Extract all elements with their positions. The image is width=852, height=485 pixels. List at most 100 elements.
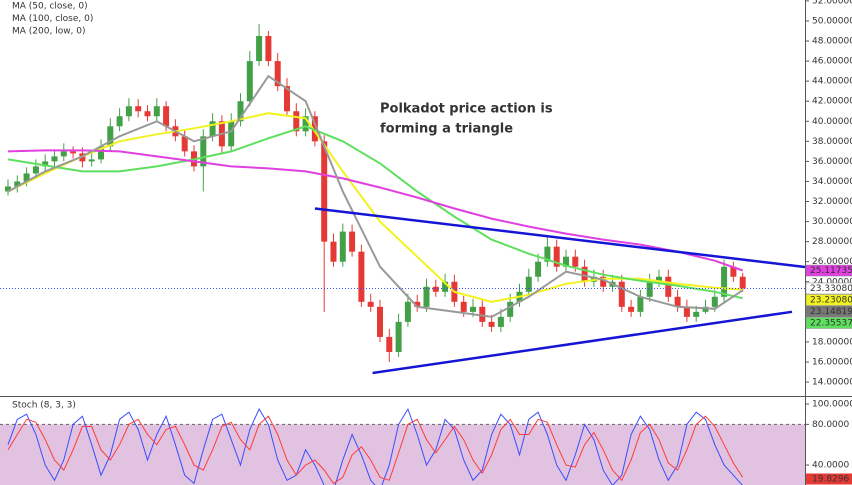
candle-body bbox=[572, 256, 579, 267]
y-tick-label: 100.0000 bbox=[812, 400, 852, 410]
candle-body bbox=[469, 306, 476, 312]
candle-body bbox=[376, 306, 383, 337]
candle-body bbox=[209, 121, 216, 137]
candle-body bbox=[553, 246, 560, 267]
candle-body bbox=[339, 231, 346, 262]
price-badge bbox=[805, 317, 852, 329]
candle-body bbox=[432, 286, 439, 292]
candle-body bbox=[330, 241, 337, 262]
candle-body bbox=[525, 276, 532, 292]
candle-body bbox=[181, 136, 188, 152]
candle-body bbox=[507, 301, 514, 317]
price-badge bbox=[805, 294, 852, 306]
candle-body bbox=[386, 336, 393, 352]
price-badge-label: 23.33080 bbox=[810, 284, 852, 294]
trend-line bbox=[314, 207, 806, 269]
candle-body bbox=[51, 156, 58, 162]
y-tick-label: 50.00000 bbox=[812, 16, 852, 26]
candle-body bbox=[293, 111, 300, 132]
candle-body bbox=[711, 296, 718, 307]
y-tick-label: 24.00000 bbox=[812, 277, 852, 287]
price-badge-label: 22.35537 bbox=[810, 318, 852, 328]
candle-body bbox=[730, 266, 737, 277]
candle-body bbox=[246, 61, 253, 102]
candle-body bbox=[581, 266, 588, 282]
candle-body bbox=[23, 173, 30, 182]
candle-body bbox=[349, 231, 356, 252]
candle-body bbox=[14, 181, 21, 187]
stoch-line bbox=[7, 407, 743, 485]
candle-body bbox=[88, 159, 95, 162]
candle-body bbox=[693, 311, 700, 317]
candle-body bbox=[395, 321, 402, 352]
candle-body bbox=[4, 186, 11, 192]
moving-average-line bbox=[7, 149, 744, 272]
candle-body bbox=[311, 116, 318, 142]
candle-body bbox=[544, 246, 551, 262]
price-badge bbox=[805, 264, 852, 277]
candle-body bbox=[32, 166, 39, 174]
y-tick-label: 42.00000 bbox=[812, 97, 852, 107]
candle-body bbox=[200, 136, 207, 167]
y-tick-label: 40.00000 bbox=[812, 117, 852, 127]
price-badge-label: 25.11735 bbox=[810, 266, 852, 276]
legend-entry: MA (100, close, 0) bbox=[12, 14, 93, 24]
candle-body bbox=[404, 301, 411, 322]
candle-body bbox=[414, 301, 421, 307]
candle-body bbox=[618, 281, 625, 307]
candle-body bbox=[442, 281, 449, 292]
candle-body bbox=[107, 126, 114, 147]
candle-body bbox=[116, 116, 123, 127]
candle-body bbox=[600, 276, 607, 287]
candle-body bbox=[163, 106, 170, 127]
annotation: Polkadot price action is bbox=[380, 102, 553, 117]
candle-body bbox=[135, 106, 142, 112]
y-tick-label: 26.00000 bbox=[812, 257, 852, 267]
candle-body bbox=[562, 256, 569, 267]
candle-body bbox=[283, 86, 290, 112]
candle-body bbox=[423, 286, 430, 307]
candle-body bbox=[358, 251, 365, 302]
candle-body bbox=[460, 301, 467, 312]
candle-body bbox=[646, 281, 653, 297]
y-tick-label: 80.0000 bbox=[812, 420, 849, 430]
stoch-badge bbox=[806, 473, 852, 485]
candle-body bbox=[70, 151, 77, 154]
candle-body bbox=[153, 106, 160, 117]
candle-body bbox=[655, 276, 662, 282]
y-tick-label: 32.00000 bbox=[812, 197, 852, 207]
price-badge bbox=[805, 282, 852, 295]
moving-average-line bbox=[7, 125, 743, 300]
candle-body bbox=[265, 36, 272, 62]
y-tick-label: 46.00000 bbox=[812, 57, 852, 67]
y-tick-label: 40.0000 bbox=[812, 461, 849, 471]
candle-body bbox=[721, 266, 728, 297]
y-tick-label: 36.00000 bbox=[812, 157, 852, 167]
candle-body bbox=[665, 276, 672, 297]
candle-body bbox=[683, 306, 690, 317]
candle-body bbox=[274, 61, 281, 87]
candle-body bbox=[637, 296, 644, 312]
stoch-badge-label: 19.8296 bbox=[812, 475, 849, 485]
candle-body bbox=[302, 116, 309, 132]
candle-body bbox=[228, 121, 235, 147]
annotation: forming a triangle bbox=[380, 122, 513, 137]
candle-body bbox=[739, 276, 746, 289]
candle-body bbox=[125, 106, 132, 117]
y-tick-label: 52.00000 bbox=[812, 0, 852, 6]
candle-body bbox=[497, 316, 504, 327]
candle-body bbox=[97, 146, 104, 160]
y-tick-label: 48.00000 bbox=[812, 37, 852, 47]
candle-body bbox=[60, 151, 67, 157]
y-tick-label: 16.00000 bbox=[812, 357, 852, 367]
trend-line bbox=[372, 310, 793, 375]
y-tick-label: 14.00000 bbox=[812, 378, 852, 388]
y-tick-label: 44.00000 bbox=[812, 77, 852, 87]
stoch-band bbox=[0, 424, 805, 485]
price-badge-label: 23.23080 bbox=[810, 295, 852, 305]
candle-body bbox=[237, 101, 244, 122]
candle-body bbox=[674, 296, 681, 307]
candle-body bbox=[488, 321, 495, 327]
legend-entry: MA (200, low, 0) bbox=[12, 27, 86, 37]
